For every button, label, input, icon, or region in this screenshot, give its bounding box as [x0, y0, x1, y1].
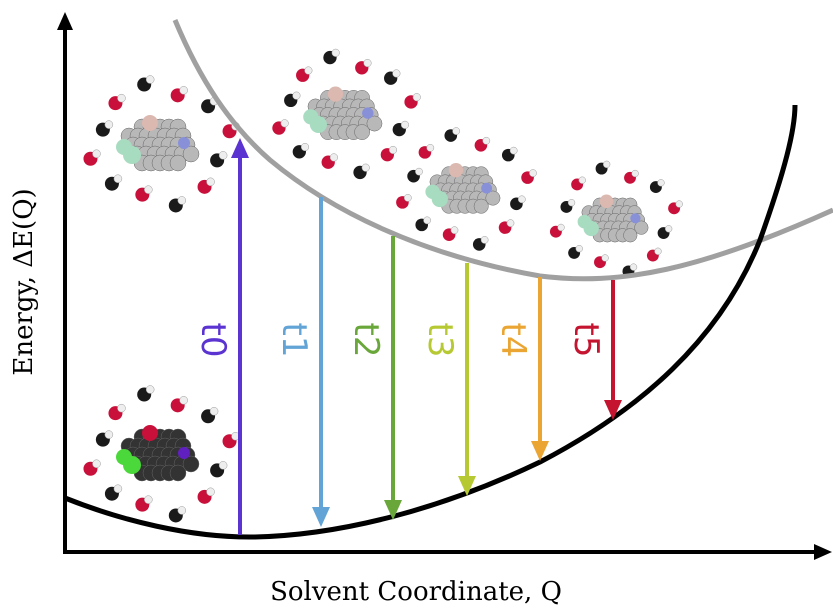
water-h [114, 485, 122, 493]
water-h [219, 461, 227, 469]
water-h [92, 150, 100, 158]
excited-curve [175, 20, 833, 279]
water-h [630, 264, 637, 271]
water-h [507, 220, 514, 227]
time-label: t4 [493, 323, 533, 358]
x-axis-label: Solvent Coordinate, Q [270, 577, 562, 607]
water-h [510, 147, 517, 154]
atom-b [449, 163, 463, 177]
water-h [603, 161, 610, 168]
water-h [305, 67, 313, 75]
water-h [178, 196, 186, 204]
time-label: t2 [346, 323, 386, 358]
atom-f [578, 215, 592, 229]
water-h [415, 168, 422, 175]
water-h [144, 496, 152, 504]
water-h [362, 164, 370, 172]
atom-f [425, 185, 439, 199]
atom-n [178, 137, 190, 149]
water-h [114, 175, 122, 183]
arrow-head [231, 138, 249, 158]
page: Solvent Coordinate, Q Energy, ΔE(Q) t0 t1… [0, 0, 833, 611]
arrow-head [604, 400, 622, 420]
water-h [401, 121, 409, 129]
water-h [219, 151, 227, 159]
time-label: t3 [420, 323, 460, 358]
atom [170, 465, 186, 481]
water-h [207, 488, 215, 496]
water-h [105, 431, 113, 439]
atom-b [142, 115, 158, 131]
atom-f [116, 139, 132, 155]
atom [355, 125, 370, 140]
water-h [632, 170, 639, 177]
water-h [658, 179, 665, 186]
water-h [558, 224, 565, 231]
water-h [330, 154, 338, 162]
water-h [483, 137, 490, 144]
time-label: t0 [193, 323, 233, 358]
y-axis-label: Energy, ΔE(Q) [9, 188, 39, 375]
atom-n [630, 213, 640, 223]
water-h [117, 94, 125, 102]
atom-b [328, 87, 343, 102]
atom [170, 155, 186, 171]
water-h [389, 146, 397, 154]
atom-b [142, 425, 158, 441]
water-h [602, 255, 609, 262]
water-h [293, 92, 301, 100]
water-h [518, 196, 525, 203]
atom-n [362, 107, 373, 118]
water-h [117, 404, 125, 412]
atom-n [481, 183, 492, 194]
atom [624, 229, 638, 243]
molecules [83, 49, 682, 522]
water-h [424, 217, 431, 224]
water-h [676, 201, 683, 208]
water-h [364, 59, 372, 67]
water-h [404, 194, 411, 201]
water-h [655, 248, 662, 255]
water-h [529, 170, 536, 177]
water-h [146, 386, 154, 394]
y-axis-head [57, 12, 73, 30]
water-h [281, 120, 289, 128]
diagram: Solvent Coordinate, Q Energy, ΔE(Q) t0 t1… [0, 0, 833, 611]
water-h [210, 407, 218, 415]
water-h [427, 144, 434, 151]
water-h [105, 121, 113, 129]
water-h [301, 143, 309, 151]
water-h [146, 76, 154, 84]
atom-b [600, 195, 614, 209]
x-axis-head [814, 544, 832, 560]
atom-f [303, 109, 318, 124]
water-h [92, 460, 100, 468]
water-h [576, 245, 583, 252]
atom [474, 199, 488, 213]
arrow-head [312, 507, 330, 527]
water-h [413, 93, 421, 101]
time-label: t1 [274, 323, 314, 358]
water-h [579, 177, 586, 184]
water-h [665, 225, 672, 232]
water-h [180, 86, 188, 94]
water-h [144, 186, 152, 194]
atom-f [116, 449, 132, 465]
water-h [451, 227, 458, 234]
water-h [207, 178, 215, 186]
water-h [180, 396, 188, 404]
water-h [568, 199, 575, 206]
time-label: t5 [566, 323, 606, 358]
water-h [332, 49, 340, 57]
atom-n [178, 447, 190, 459]
water-h [178, 506, 186, 514]
water-h [453, 127, 460, 134]
water-h [393, 70, 401, 78]
water-h [481, 236, 488, 243]
